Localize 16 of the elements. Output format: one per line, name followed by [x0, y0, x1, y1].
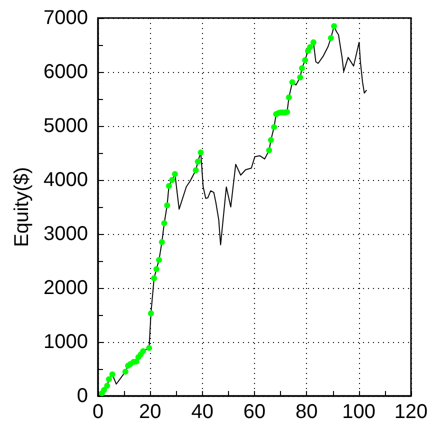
y-tick-label: 2000 — [44, 277, 88, 299]
y-tick-label: 5000 — [44, 115, 88, 137]
x-tick-label: 120 — [394, 401, 428, 423]
y-tick-label: 6000 — [44, 61, 88, 83]
x-tick-label: 40 — [191, 401, 214, 423]
y-axis-title: Equity($) — [11, 166, 33, 248]
y-tick-label: 4000 — [44, 169, 88, 191]
x-tick-label: 60 — [243, 401, 266, 423]
x-tick-label: 20 — [139, 401, 162, 423]
y-tick-label: 7000 — [44, 7, 88, 29]
y-tick-label: 3000 — [44, 223, 88, 245]
x-tick-label: 0 — [92, 401, 104, 423]
x-tick-label: 80 — [296, 401, 318, 423]
y-tick-label: 0 — [76, 385, 88, 407]
x-tick-label: 100 — [342, 401, 376, 423]
y-tick-label: 1000 — [44, 331, 88, 353]
